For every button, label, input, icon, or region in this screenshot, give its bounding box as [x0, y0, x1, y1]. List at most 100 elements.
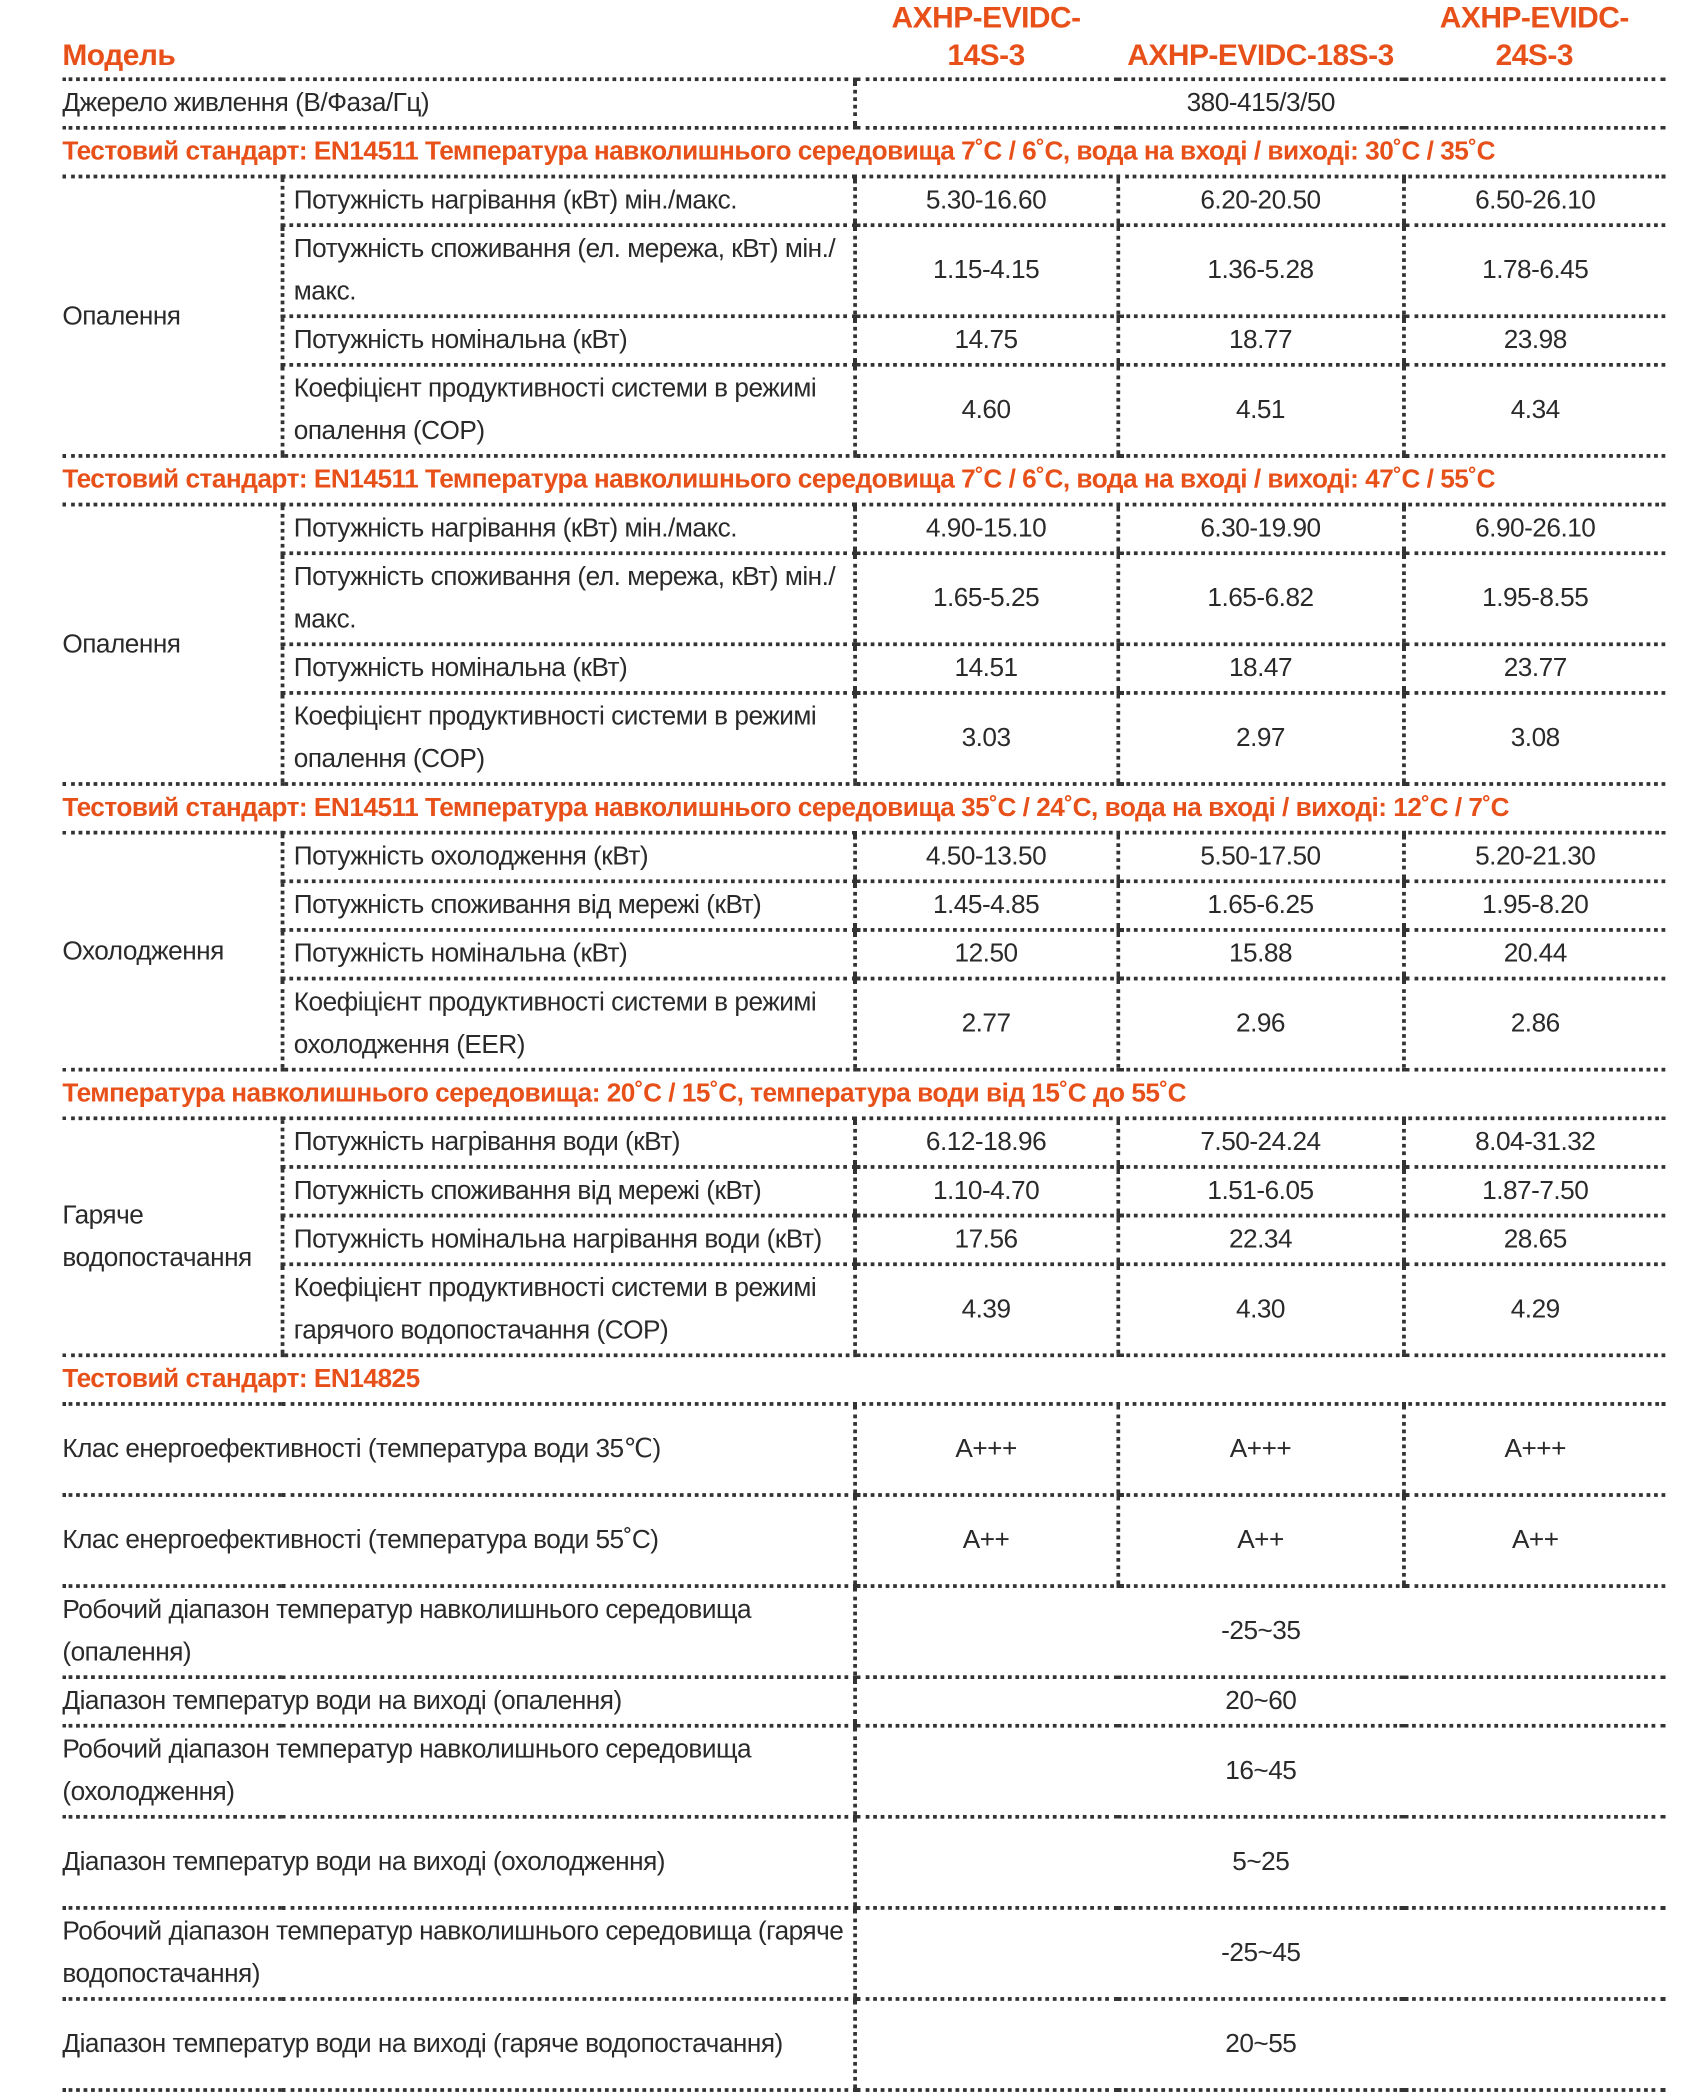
parameter-value: 5.30-16.60	[852, 176, 1118, 228]
parameter-value: A+++	[1115, 1403, 1404, 1497]
parameter-label: Коефіцієнт продуктивності системи в режи…	[280, 978, 855, 1072]
parameter-value: 4.29	[1401, 1264, 1666, 1358]
table-row: Опалення Потужність нагрівання (кВт) мін.…	[62, 504, 1666, 786]
parameter-label: Потужність нагрівання води (кВт)	[280, 1118, 855, 1169]
parameter-value: 1.65-5.25	[852, 553, 1118, 647]
parameter-label: Діапазон температур води на виході (опал…	[62, 1677, 855, 1728]
parameter-value: 1.87-7.50	[1401, 1166, 1666, 1218]
parameter-value: -25~35	[852, 1586, 1666, 1680]
parameter-value: 18.77	[1115, 316, 1404, 367]
table-row: Клас енергоефективності (температура вод…	[62, 1495, 1666, 1588]
parameter-value: 20.44	[1401, 929, 1666, 981]
table-row: Коефіцієнт продуктивності системи в режи…	[62, 364, 1666, 458]
parameter-value: 18.47	[1115, 644, 1404, 695]
parameter-value: 5.20-21.30	[1401, 832, 1666, 884]
parameter-value: 12.50	[852, 929, 1118, 981]
power-supply-label: Джерело живлення (В/Фаза/Гц)	[62, 79, 855, 130]
table-row: Робочий діапазон температур навколишньог…	[62, 1907, 1666, 2001]
section-header-row: Тестовий стандарт: EN14511 Температура н…	[62, 455, 1666, 507]
section-title: Тестовий стандарт: EN14825	[62, 1355, 1666, 1406]
table-row: Охолодження Потужність охолодження (кВт) 4…	[62, 832, 1666, 1072]
table-row: Потужність споживання (ел. мережа, кВт) …	[62, 225, 1666, 319]
table-row: Коефіцієнт продуктивності системи в режи…	[62, 692, 1666, 786]
table-row: Опалення Потужність нагрівання (кВт) мін.…	[62, 176, 1666, 458]
group-label: Опалення	[62, 176, 282, 458]
model-name: AXHP-EVIDC-24S-3	[1403, 0, 1666, 82]
parameter-value: 1.95-8.55	[1401, 553, 1666, 647]
section-title: Тестовий стандарт: EN14511 Температура н…	[62, 455, 1666, 507]
group-label: Опалення	[62, 504, 282, 786]
parameter-value: 1.51-6.05	[1115, 1166, 1404, 1218]
parameter-value: 6.50-26.10	[1401, 176, 1666, 228]
parameter-label: Діапазон температур води на виході (охол…	[62, 1816, 855, 1910]
parameter-value: 7.50-24.24	[1115, 1118, 1404, 1169]
table-row: Коефіцієнт продуктивності системи в режи…	[62, 978, 1666, 1072]
parameter-value: 20~55	[852, 1998, 1666, 2092]
section-header-row: Тестовий стандарт: EN14511 Температура н…	[62, 783, 1666, 835]
parameter-value: 22.34	[1115, 1215, 1404, 1267]
parameter-value: 17.56	[852, 1215, 1118, 1267]
parameter-value: 6.90-26.10	[1401, 504, 1666, 556]
parameter-label: Потужність споживання від мережі (кВт)	[280, 1166, 855, 1218]
parameter-label: Потужність споживання від мережі (кВт)	[280, 881, 855, 932]
spec-table: Модель AXHP-EVIDC-14S-3 AXHP-EVIDC-18S-3…	[62, 0, 1666, 2092]
parameter-label: Потужність номінальна (кВт)	[280, 644, 855, 695]
parameter-value: 4.90-15.10	[852, 504, 1118, 556]
parameter-value: 2.97	[1115, 692, 1404, 786]
table-row: Потужність споживання від мережі (кВт) 1.…	[62, 881, 1666, 932]
table-row: Діапазон температур води на виході (опал…	[62, 1677, 1666, 1728]
parameter-value: -25~45	[852, 1907, 1666, 2001]
power-supply-row: Джерело живлення (В/Фаза/Гц) 380-415/3/5…	[62, 79, 1666, 130]
model-label: Модель	[62, 0, 855, 82]
parameter-label: Потужність споживання (ел. мережа, кВт) …	[280, 225, 855, 319]
parameter-label: Потужність номінальна (кВт)	[280, 316, 855, 367]
parameter-value: 1.45-4.85	[852, 881, 1118, 932]
parameter-value: 4.34	[1401, 364, 1666, 458]
parameter-label: Робочий діапазон температур навколишньог…	[62, 1725, 855, 1819]
table-row: Потужність номінальна нагрівання води (к…	[62, 1215, 1666, 1267]
parameter-value: 5.50-17.50	[1115, 832, 1404, 884]
table-row: Потужність споживання від мережі (кВт) 1.…	[62, 1166, 1666, 1218]
parameter-value: 28.65	[1401, 1215, 1666, 1267]
parameter-value: 14.51	[852, 644, 1118, 695]
parameter-value: 6.12-18.96	[852, 1118, 1118, 1169]
parameter-value: 1.36-5.28	[1115, 225, 1404, 319]
parameter-label: Потужність споживання (ел. мережа, кВт) …	[280, 553, 855, 647]
section-header-row: Тестовий стандарт: EN14511 Температура н…	[62, 127, 1666, 179]
parameter-value: 2.96	[1115, 978, 1404, 1072]
parameter-value: 1.10-4.70	[852, 1166, 1118, 1218]
section-title: Тестовий стандарт: EN14511 Температура н…	[62, 783, 1666, 835]
parameter-label: Потужність номінальна (кВт)	[280, 929, 855, 981]
parameter-value: 23.77	[1401, 644, 1666, 695]
power-supply-value: 380-415/3/50	[852, 79, 1666, 130]
parameter-value: 3.08	[1401, 692, 1666, 786]
parameter-value: A++	[1115, 1495, 1404, 1588]
parameter-label: Потужність нагрівання (кВт) мін./макс.	[280, 504, 855, 556]
section-title: Температура навколишнього середовища: 20…	[62, 1069, 1666, 1121]
parameter-value: 15.88	[1115, 929, 1404, 981]
section-title: Тестовий стандарт: EN14511 Температура н…	[62, 127, 1666, 179]
table-row: Потужність номінальна (кВт) 14.75 18.77 23.…	[62, 316, 1666, 367]
table-row: Діапазон температур води на виході (гаря…	[62, 1998, 1666, 2092]
parameter-label: Потужність нагрівання (кВт) мін./макс.	[280, 176, 855, 228]
parameter-value: 1.15-4.15	[852, 225, 1118, 319]
parameter-value: 2.86	[1401, 978, 1666, 1072]
table-row: Гаряче водопостачання Потужність нагріван…	[62, 1118, 1666, 1358]
spec-sheet: Модель AXHP-EVIDC-14S-3 AXHP-EVIDC-18S-3…	[62, 0, 1666, 2092]
table-row: Потужність номінальна (кВт) 12.50 15.88 20.…	[62, 929, 1666, 981]
parameter-value: 1.65-6.25	[1115, 881, 1404, 932]
parameter-value: 4.30	[1115, 1264, 1404, 1358]
parameter-value: A+++	[1401, 1403, 1666, 1497]
parameter-value: A++	[1401, 1495, 1666, 1588]
table-row: Потужність номінальна (кВт) 14.51 18.47 23.…	[62, 644, 1666, 695]
parameter-value: 4.60	[852, 364, 1118, 458]
parameter-value: 6.30-19.90	[1115, 504, 1404, 556]
parameter-label: Діапазон температур води на виході (гаря…	[62, 1998, 855, 2092]
section-header-row: Температура навколишнього середовища: 20…	[62, 1069, 1666, 1121]
parameter-label: Коефіцієнт продуктивності системи в режи…	[280, 364, 855, 458]
table-row: Діапазон температур води на виході (охол…	[62, 1816, 1666, 1910]
parameter-value: 4.50-13.50	[852, 832, 1118, 884]
parameter-label: Потужність номінальна нагрівання води (к…	[280, 1215, 855, 1267]
parameter-label: Клас енергоефективності (температура вод…	[62, 1495, 855, 1588]
parameter-value: 5~25	[852, 1816, 1666, 1910]
